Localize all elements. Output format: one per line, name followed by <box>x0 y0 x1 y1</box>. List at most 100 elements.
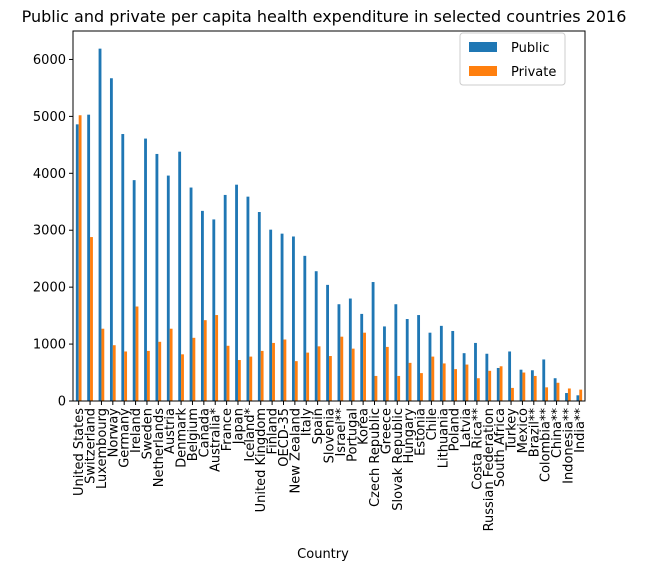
bar-public-3 <box>109 78 113 401</box>
x-tick-label: South Africa <box>493 408 508 487</box>
x-tick-label: Switzerland <box>84 408 99 484</box>
x-tick-label: Greece <box>379 408 394 454</box>
bar-public-6 <box>144 138 147 401</box>
x-tick-label: OECD-35 <box>277 408 292 467</box>
bar-private-15 <box>249 356 253 401</box>
bar-private-4 <box>124 351 128 401</box>
x-tick-label: Ireland <box>129 408 144 453</box>
x-tick-label: Lithuania <box>436 408 451 468</box>
x-axis-label: Country <box>297 547 349 562</box>
y-tick-label: 3000 <box>33 224 66 239</box>
bar-private-33 <box>454 369 457 401</box>
bar-private-17 <box>272 342 275 401</box>
x-tick-label: India** <box>573 408 588 453</box>
bar-private-11 <box>203 320 207 401</box>
bar-public-34 <box>462 353 466 401</box>
plot-bars <box>75 48 583 402</box>
bar-private-7 <box>158 341 162 401</box>
bar-public-42 <box>553 378 557 401</box>
y-tick-label: 4000 <box>33 167 66 182</box>
x-tick-label: United States <box>72 408 87 496</box>
x-tick-label: Canada <box>197 408 212 457</box>
x-tick-label: Austria <box>163 408 178 454</box>
bar-private-24 <box>351 348 355 401</box>
legend-swatch-private <box>469 66 497 76</box>
bar-private-37 <box>499 366 503 401</box>
x-tick-label: Estonia <box>414 408 429 456</box>
bar-private-26 <box>374 375 378 401</box>
x-tick-label: Slovenia <box>323 408 338 463</box>
x-tick-label: Korea <box>357 408 372 445</box>
y-tick-label: 5000 <box>33 110 66 125</box>
bar-private-14 <box>237 360 241 401</box>
x-tick-label: Iceland* <box>243 408 258 462</box>
x-axis: United StatesSwitzerlandLuxembourgNorway… <box>72 401 588 531</box>
x-tick-label: Germany <box>118 408 133 468</box>
bar-public-2 <box>98 48 102 402</box>
bar-private-36 <box>488 370 492 401</box>
bar-private-21 <box>317 346 321 401</box>
bar-public-7 <box>155 153 159 401</box>
bar-public-31 <box>428 332 432 401</box>
x-tick-label: Israel** <box>334 408 349 457</box>
bar-public-10 <box>189 187 193 401</box>
bar-private-43 <box>567 388 571 401</box>
bar-public-26 <box>371 282 375 401</box>
bar-public-41 <box>542 359 546 401</box>
legend-label-private: Private <box>511 65 556 80</box>
x-tick-label: Hungary <box>402 408 417 464</box>
bar-private-19 <box>294 361 298 401</box>
bar-private-42 <box>556 382 560 401</box>
bar-public-13 <box>223 194 227 401</box>
y-tick-label: 6000 <box>33 53 66 68</box>
bar-private-35 <box>476 378 480 401</box>
bar-public-0 <box>75 124 79 401</box>
x-tick-label: Japan <box>231 408 246 445</box>
bar-public-27 <box>383 326 386 401</box>
plot-frame <box>72 30 586 402</box>
y-tick-label: 0 <box>58 395 66 410</box>
y-tick-label: 2000 <box>33 281 66 296</box>
x-tick-label: Portugal <box>345 408 360 462</box>
bar-public-11 <box>201 210 204 401</box>
bar-private-10 <box>192 337 196 401</box>
chart-title: Public and private per capita health exp… <box>22 7 627 26</box>
bar-public-16 <box>257 212 261 401</box>
bar-private-27 <box>385 346 389 401</box>
x-tick-label: Poland <box>448 408 463 451</box>
bar-public-22 <box>326 284 329 401</box>
bar-private-38 <box>511 387 514 401</box>
legend: Public Private <box>459 32 566 86</box>
bar-public-25 <box>360 313 364 401</box>
bar-private-5 <box>135 306 139 401</box>
bar-public-5 <box>132 180 136 401</box>
bar-public-40 <box>530 370 534 401</box>
bar-private-16 <box>260 350 264 401</box>
bar-public-14 <box>235 184 238 401</box>
x-tick-label: Luxembourg <box>95 408 110 489</box>
y-axis: 0 1000 2000 3000 4000 5000 6000 <box>33 53 73 410</box>
x-tick-label: United Kingdom <box>254 408 269 512</box>
bar-private-40 <box>533 375 537 401</box>
bar-private-22 <box>329 356 332 401</box>
x-tick-label: Finland <box>266 408 281 454</box>
x-tick-label: Spain <box>311 408 326 444</box>
bar-public-29 <box>405 319 409 401</box>
bar-private-9 <box>181 354 184 401</box>
bar-public-33 <box>451 330 455 401</box>
bar-public-9 <box>178 151 182 401</box>
x-tick-label: Australia* <box>209 408 224 473</box>
bar-public-37 <box>496 367 500 401</box>
bar-public-32 <box>439 325 443 401</box>
bar-public-36 <box>485 353 489 401</box>
x-tick-label: Denmark <box>175 408 190 468</box>
bar-private-44 <box>579 389 583 401</box>
bar-private-3 <box>112 345 116 401</box>
bar-public-39 <box>519 369 523 401</box>
bar-public-4 <box>121 134 125 401</box>
x-tick-label: Italy <box>300 408 315 437</box>
bar-private-39 <box>522 372 526 401</box>
bar-private-13 <box>226 345 230 401</box>
